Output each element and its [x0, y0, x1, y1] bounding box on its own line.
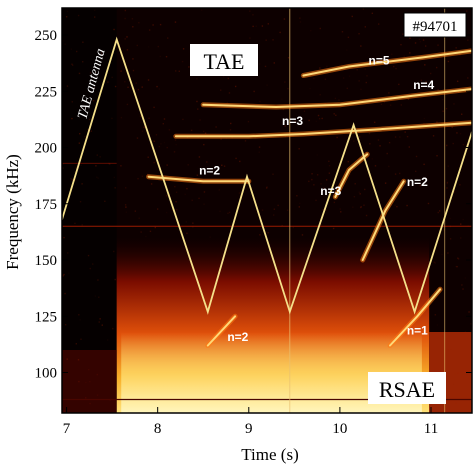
mode-label-7: n=2	[227, 330, 248, 344]
y-tick-label-175: 175	[35, 197, 58, 213]
x-tick-label-8: 8	[154, 421, 162, 437]
y-axis-label: Frequency (kHz)	[3, 154, 22, 270]
y-tick-label-225: 225	[35, 84, 58, 100]
y-tick-label-100: 100	[35, 366, 58, 382]
tae-label: TAE	[203, 49, 244, 74]
shot-number: #94701	[413, 19, 458, 35]
plot-frame	[61, 7, 473, 414]
mode-label-3: n=3	[282, 114, 303, 128]
shot-number-box: #94701	[403, 12, 467, 38]
mode-trace-5	[334, 153, 369, 198]
early-time-region	[62, 8, 117, 413]
mode-label-1: n=5	[369, 53, 390, 67]
mode-trace-3	[174, 121, 472, 138]
rsae-label: RSAE	[379, 377, 435, 402]
mode-label-2: n=4	[413, 78, 434, 92]
x-tick-label-10: 10	[332, 421, 347, 437]
x-tick-label-7: 7	[63, 421, 71, 437]
rsae-label-box: RSAE	[368, 372, 446, 404]
antenna-sweep-line	[62, 36, 472, 315]
y-tick-label-250: 250	[35, 28, 58, 44]
spectrogram-plot-area: n=5 n=4 n=3 n=2 n=3 n=2 n=2 n=1	[62, 8, 472, 413]
tae-label-box: TAE	[190, 44, 258, 76]
y-tick-label-200: 200	[35, 141, 58, 157]
mode-label-8: n=1	[407, 323, 428, 337]
y-axis: 100 125 150 175 200 225 250	[35, 28, 472, 382]
x-tick-label-11: 11	[424, 421, 438, 437]
mode-traces	[146, 48, 472, 348]
mode-trace-6	[361, 180, 405, 261]
mode-trace-7	[389, 288, 442, 347]
low-frequency-tail-left	[62, 350, 117, 413]
x-tick-label-9: 9	[245, 421, 253, 437]
x-axis-label: Time (s)	[241, 445, 298, 464]
mode-label-4: n=2	[199, 164, 220, 178]
mode-trace-4	[147, 175, 250, 183]
mode-label-5: n=3	[320, 184, 341, 198]
y-tick-label-150: 150	[35, 253, 58, 269]
x-axis: 7 8 9 10 11	[63, 407, 438, 437]
mode-trace-8	[206, 315, 237, 347]
mode-trace-2	[202, 88, 472, 109]
mode-label-6: n=2	[407, 175, 428, 189]
y-tick-label-125: 125	[35, 309, 58, 325]
mode-trace-1	[302, 49, 472, 77]
mode-labels: n=5 n=4 n=3 n=2 n=3 n=2 n=2 n=1	[199, 53, 434, 344]
